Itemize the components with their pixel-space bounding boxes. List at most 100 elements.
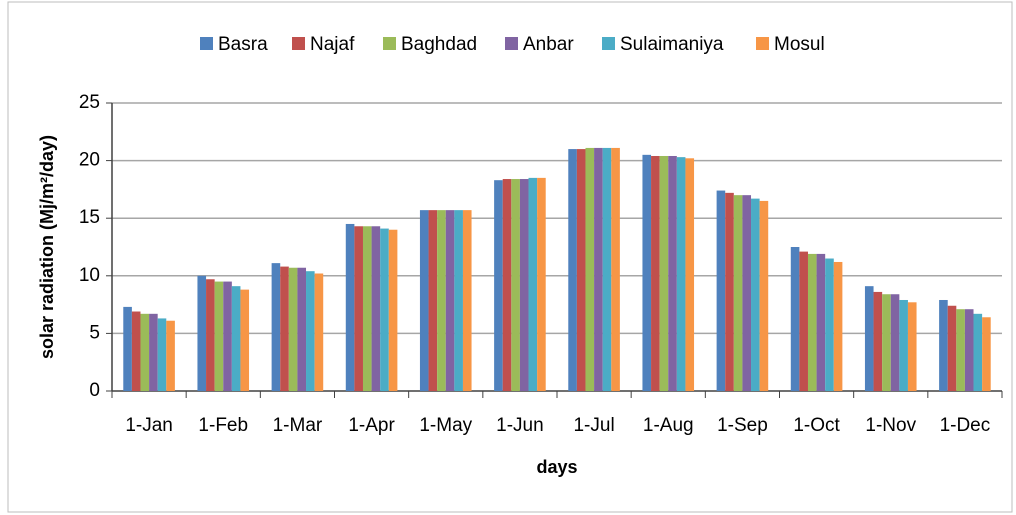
bar: [494, 180, 503, 391]
legend-swatch: [505, 37, 518, 50]
bar: [685, 158, 695, 391]
bar: [157, 318, 167, 391]
x-tick-label: 1-Feb: [198, 415, 248, 436]
bar: [131, 311, 141, 391]
x-tick-label: 1-Nov: [865, 415, 916, 436]
bar: [833, 261, 843, 391]
bar: [445, 210, 455, 391]
bar: [956, 309, 965, 391]
x-tick-label: 1-Apr: [348, 415, 395, 436]
legend-swatch: [383, 37, 396, 50]
y-tick-label: 25: [79, 92, 100, 113]
bar: [437, 210, 446, 391]
bar: [223, 281, 232, 391]
x-tick-label: 1-Aug: [643, 415, 694, 436]
bar: [890, 294, 900, 391]
legend-label: Najaf: [310, 34, 355, 55]
bar: [388, 229, 398, 391]
legend-label: Baghdad: [401, 34, 477, 55]
bar: [519, 179, 529, 391]
bar: [576, 149, 586, 391]
bar: [240, 289, 250, 391]
y-tick-label: 5: [89, 322, 100, 343]
y-tick-label: 15: [79, 207, 100, 228]
bar: [759, 200, 769, 391]
bar: [651, 155, 660, 391]
bar: [123, 306, 132, 391]
y-tick-label: 0: [89, 380, 100, 401]
x-tick-label: 1-May: [419, 415, 472, 436]
bar: [751, 198, 760, 391]
bar: [899, 299, 908, 391]
legend-label: Sulaimaniya: [620, 34, 724, 55]
x-tick-label: 1-Oct: [793, 415, 840, 436]
bar: [166, 320, 175, 391]
bar: [511, 179, 520, 391]
bar: [864, 286, 874, 391]
legend-swatch: [200, 37, 213, 50]
bar: [419, 210, 429, 391]
bar: [502, 179, 512, 391]
bar: [799, 251, 808, 391]
bar: [297, 267, 307, 391]
y-tick-label: 10: [79, 265, 100, 286]
y-axis-title: solar radiation (Mj/m²/day): [37, 135, 57, 359]
x-tick-label: 1-Jun: [496, 415, 544, 436]
bar: [354, 226, 363, 391]
x-tick-label: 1-Sep: [717, 415, 768, 436]
x-tick-label: 1-Jan: [125, 415, 173, 436]
bar: [594, 147, 603, 391]
bar: [602, 147, 612, 391]
y-tick-label: 20: [79, 150, 100, 171]
bar: [528, 177, 538, 391]
bar: [676, 157, 686, 391]
bar: [642, 154, 652, 391]
bar: [816, 253, 826, 391]
bar: [462, 210, 472, 391]
bar: [790, 247, 800, 391]
bar: [882, 294, 891, 391]
bar: [149, 313, 158, 391]
bar: [807, 253, 817, 391]
legend-swatch: [756, 37, 769, 50]
bar: [271, 263, 281, 391]
bar: [231, 286, 241, 391]
x-tick-label: 1-Dec: [940, 415, 991, 436]
bar: [668, 155, 677, 391]
bar: [725, 192, 734, 391]
bar: [345, 223, 355, 391]
bar: [280, 266, 289, 391]
bar: [964, 309, 974, 391]
bar: [428, 210, 438, 391]
legend-swatch: [292, 37, 305, 50]
bar: [214, 281, 224, 391]
bar: [825, 258, 834, 391]
bar: [982, 317, 991, 391]
x-axis-title: days: [536, 457, 577, 477]
bar: [973, 313, 983, 391]
bar: [939, 299, 948, 391]
bar: [140, 313, 150, 391]
bar: [947, 305, 957, 391]
bar: [611, 147, 620, 391]
bar: [380, 228, 389, 391]
bar: [873, 291, 883, 391]
bar: [288, 267, 298, 391]
bar: [306, 271, 315, 391]
legend-label: Anbar: [523, 34, 574, 55]
bar: [362, 226, 372, 391]
bar: [659, 155, 669, 391]
bar: [568, 149, 577, 391]
x-tick-label: 1-Mar: [273, 415, 323, 436]
legend-label: Basra: [218, 34, 268, 55]
bar: [371, 226, 381, 391]
bar: [454, 210, 463, 391]
bar: [716, 190, 726, 391]
bar: [733, 195, 743, 391]
bar: [585, 147, 595, 391]
bar: [197, 275, 207, 391]
bar: [206, 279, 215, 391]
x-tick-label: 1-Jul: [573, 415, 614, 436]
bar: [742, 195, 752, 391]
